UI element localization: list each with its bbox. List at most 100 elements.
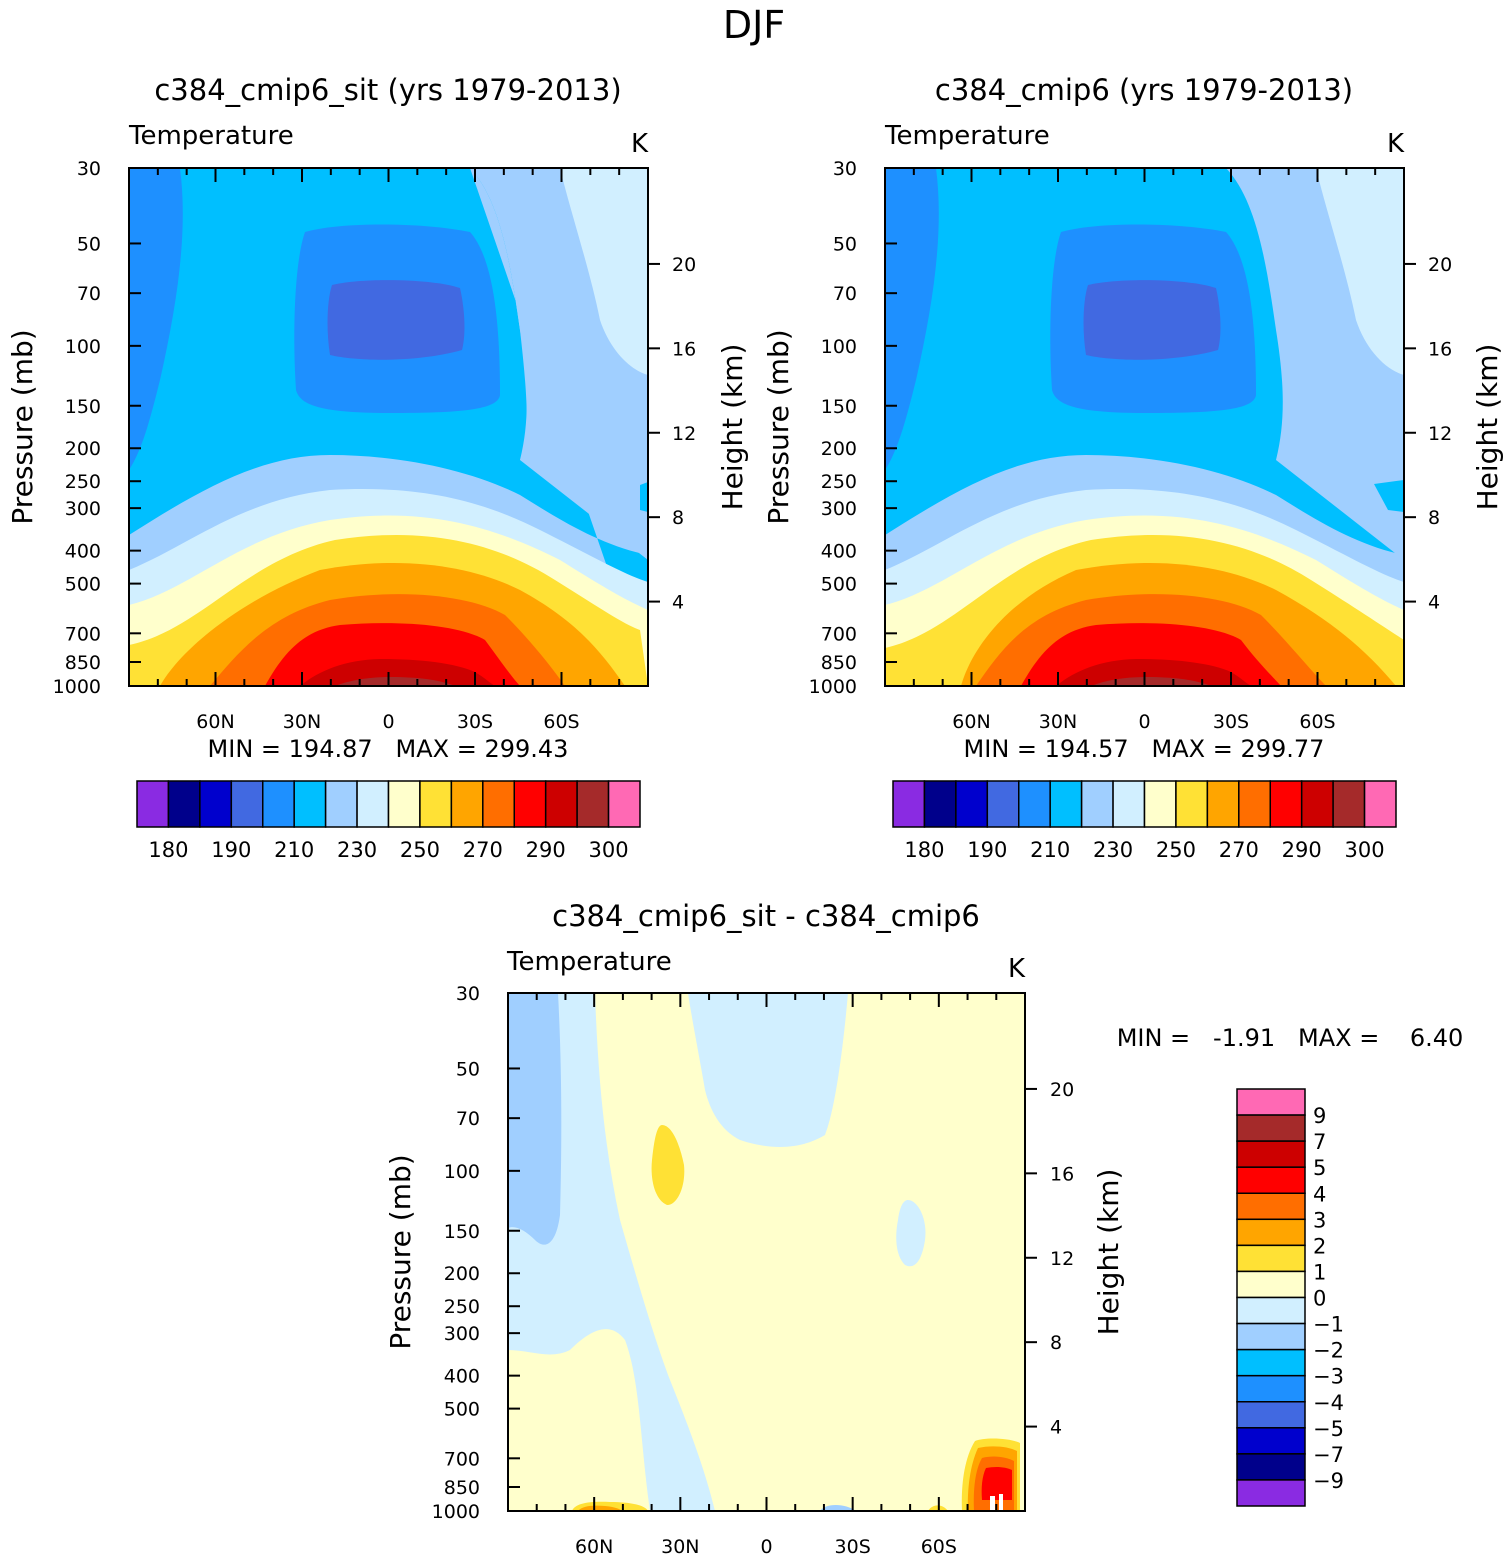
colorbar-swatch: [230, 780, 264, 828]
colorbar-swatch: [923, 780, 957, 828]
figure-title: DJF: [723, 3, 785, 47]
contour-band: [578, 1505, 622, 1511]
colorbar-swatch: [1049, 780, 1083, 828]
colorbar-swatch: [450, 780, 484, 828]
y-tick-label: 50: [456, 1058, 480, 1080]
contour-band: [999, 1494, 1003, 1511]
y-tick-label: 70: [833, 283, 857, 305]
colorbar-label: 180: [148, 838, 188, 862]
colorbar-swatch: [1236, 1192, 1306, 1221]
y2-axis-label: Height (km): [1471, 344, 1504, 511]
colorbar: [136, 780, 641, 828]
contour-band: [688, 993, 848, 1147]
colorbar-swatch: [1236, 1453, 1306, 1481]
y-tick-label: 1000: [809, 676, 857, 698]
units-label: K: [1387, 129, 1405, 159]
colorbar-swatch: [1080, 780, 1114, 828]
colorbar-swatch: [262, 780, 295, 828]
colorbar-swatch: [1236, 1140, 1306, 1168]
y2-tick-label: 4: [1428, 592, 1440, 614]
y2-tick-labels: 20 16 12 8 4: [1050, 1079, 1074, 1439]
units-label: K: [1008, 954, 1026, 984]
y-tick-label: 150: [65, 396, 101, 418]
colorbar-label: 230: [337, 838, 377, 862]
colorbar-swatch: [607, 780, 641, 828]
contour-band: [640, 482, 648, 512]
contour-band: [129, 168, 183, 470]
panel-title: c384_cmip6 (yrs 1979-2013): [935, 73, 1353, 107]
x-tick-label: 30N: [283, 711, 321, 733]
colorbar-swatch: [576, 780, 610, 828]
colorbar-swatch: [1236, 1348, 1306, 1377]
colorbar-swatch: [419, 780, 453, 828]
colorbar-swatch: [1236, 1270, 1306, 1299]
y2-tick-label: 16: [1050, 1163, 1074, 1185]
panel-title: c384_cmip6_sit - c384_cmip6: [552, 899, 980, 933]
x-tick-label: 30S: [835, 1536, 871, 1558]
x-tick-label: 30N: [1039, 711, 1077, 733]
colorbar-label: −7: [1313, 1443, 1344, 1467]
y-tick-label: 850: [444, 1477, 480, 1499]
y-tick-label: 150: [444, 1221, 480, 1243]
y-tick-label: 500: [821, 574, 857, 596]
x-tick-labels: 60N 30N 0 30S 60S: [952, 711, 1335, 733]
y-axis-label: Pressure (mb): [6, 329, 39, 524]
contour-band: [896, 1200, 926, 1267]
y-tick-label: 30: [77, 158, 101, 180]
colorbar-label: 210: [1030, 838, 1070, 862]
colorbar-swatch: [1236, 1479, 1306, 1507]
y-tick-label: 100: [821, 336, 857, 358]
colorbar-swatch: [356, 780, 390, 828]
y2-tick-label: 8: [1428, 507, 1440, 529]
contour-band: [1374, 480, 1404, 512]
colorbar-label: 270: [1219, 838, 1259, 862]
x-tick-label: 60S: [921, 1536, 957, 1558]
colorbar-labels: 180 190 210 230 250 270 290 300: [148, 838, 628, 862]
colorbar-label: 3: [1313, 1208, 1326, 1232]
y-tick-label: 50: [833, 233, 857, 255]
panel-difference: c384_cmip6_sit - c384_cmip6 Temperature …: [384, 899, 1463, 1558]
y2-tick-labels: 20 16 12 8 4: [672, 254, 696, 614]
colorbar-label: 180: [904, 838, 944, 862]
x-tick-labels: 60N 30N 0 30S 60S: [575, 1536, 957, 1558]
y2-tick-label: 20: [672, 254, 696, 276]
contour-band: [981, 1466, 1012, 1500]
colorbar-swatch: [1236, 1218, 1306, 1247]
x-tick-label: 0: [760, 1536, 772, 1558]
y-tick-label: 850: [821, 652, 857, 674]
contour-band: [1316, 168, 1404, 375]
colorbar-label: −1: [1313, 1313, 1344, 1337]
colorbar-label: −4: [1313, 1391, 1344, 1415]
colorbar-swatch: [1363, 780, 1397, 828]
y-tick-label: 70: [77, 283, 101, 305]
colorbar-label: 1: [1313, 1260, 1326, 1284]
variable-label: Temperature: [506, 947, 672, 977]
colorbar-label: 2: [1313, 1234, 1326, 1258]
x-tick-label: 60N: [196, 711, 234, 733]
contour-band: [820, 1505, 856, 1511]
y2-tick-label: 8: [1050, 1332, 1062, 1354]
units-label: K: [631, 129, 649, 159]
y2-tick-label: 20: [1050, 1079, 1074, 1101]
y-tick-label: 250: [444, 1296, 480, 1318]
colorbar-label: 250: [400, 838, 440, 862]
x-tick-label: 60S: [543, 711, 579, 733]
min-max-label: MIN = -1.91 MAX = 6.40: [1117, 1024, 1464, 1052]
contour-band: [327, 280, 465, 360]
y2-tick-label: 8: [672, 507, 684, 529]
colorbar-swatch: [199, 780, 233, 828]
colorbar-swatch: [1018, 780, 1051, 828]
colorbar-swatch: [1206, 780, 1240, 828]
colorbar-swatch: [544, 780, 578, 828]
colorbar-swatch: [324, 780, 358, 828]
colorbar-swatch: [1236, 1114, 1306, 1142]
colorbar-label: −3: [1313, 1365, 1344, 1389]
y-tick-label: 30: [833, 158, 857, 180]
colorbar-swatch: [1236, 1166, 1306, 1194]
y-tick-label: 200: [821, 438, 857, 460]
colorbar-swatch: [1238, 780, 1271, 828]
contour-band: [1091, 677, 1211, 686]
y-tick-label: 50: [77, 233, 101, 255]
